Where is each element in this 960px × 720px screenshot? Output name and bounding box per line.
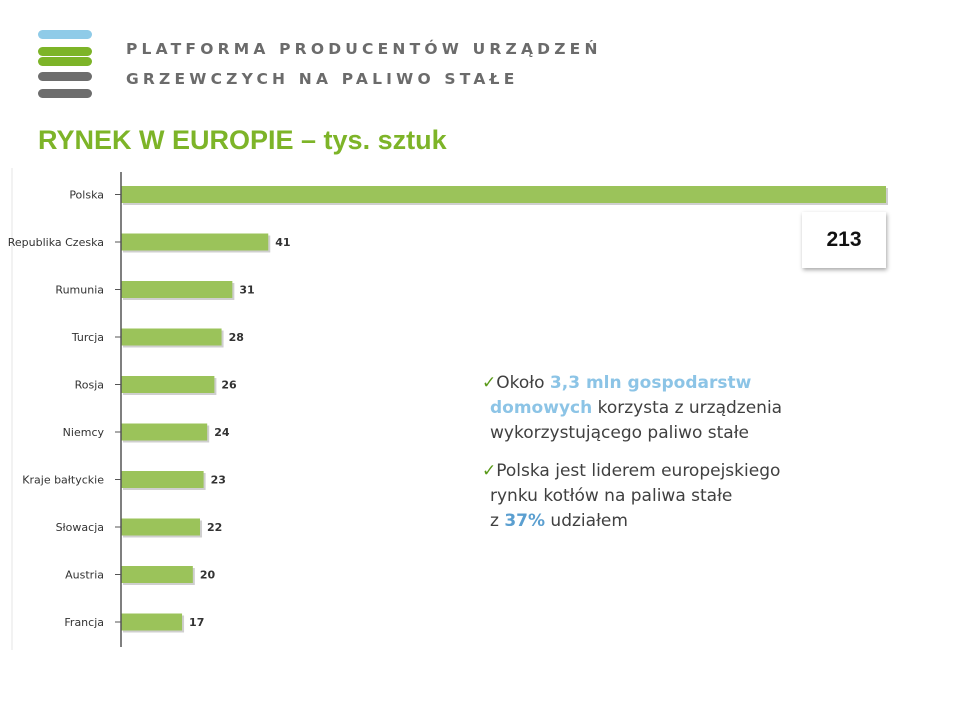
bar bbox=[121, 471, 204, 488]
note-households-highlight-a: 3,3 mln gospodarstw bbox=[549, 373, 752, 393]
note-households-mid: korzysta z urządzenia bbox=[592, 398, 783, 418]
callout-value: 213 bbox=[826, 228, 862, 251]
data-label: 22 bbox=[207, 521, 222, 534]
checkmark-icon: ✓ bbox=[482, 373, 497, 393]
bar bbox=[121, 328, 222, 346]
logo-bar-1 bbox=[38, 30, 92, 39]
category-label: Francja bbox=[64, 616, 104, 629]
category-label: Austria bbox=[65, 569, 104, 582]
note-market-share: ✓Polska jest liderem europejskiego rynku… bbox=[482, 459, 842, 534]
note-households-line-3: wykorzystującego paliwo stałe bbox=[490, 423, 750, 443]
category-label: Polska bbox=[69, 189, 104, 202]
category-label: Niemcy bbox=[63, 426, 105, 439]
note-households-highlight-b: domowych bbox=[490, 398, 593, 418]
bar bbox=[121, 613, 183, 631]
logo-bar-2 bbox=[38, 47, 92, 56]
data-label: 23 bbox=[211, 474, 226, 487]
bar bbox=[121, 518, 201, 536]
category-label: Rumunia bbox=[55, 284, 104, 297]
logo-bar-5 bbox=[38, 89, 92, 98]
category-label: Rosja bbox=[75, 379, 104, 392]
org-name-line-1: PLATFORMA PRODUCENTÓW URZĄDZEŃ bbox=[126, 40, 602, 58]
data-label: 41 bbox=[275, 236, 290, 249]
data-label: 24 bbox=[214, 426, 230, 439]
note-market-line-1: ✓Polska jest liderem europejskiego bbox=[482, 459, 842, 484]
category-label: Republika Czeska bbox=[8, 236, 104, 249]
logo-bar-4 bbox=[38, 72, 92, 81]
category-label: Słowacja bbox=[56, 521, 104, 534]
value-callout: 213 bbox=[802, 212, 886, 268]
bar bbox=[121, 423, 208, 441]
note-households: ✓Około 3,3 mln gospodarstw domowych korz… bbox=[482, 371, 842, 446]
note-market-suffix: udziałem bbox=[545, 511, 628, 531]
note-households-line-1: ✓Około 3,3 mln gospodarstw bbox=[482, 371, 842, 396]
note-market-line-2: rynku kotłów na paliwa stałe bbox=[490, 486, 733, 506]
notes-panel: ✓Około 3,3 mln gospodarstw domowych korz… bbox=[482, 371, 842, 547]
data-label: 31 bbox=[239, 284, 254, 297]
category-label: Kraje bałtyckie bbox=[22, 474, 104, 487]
checkmark-icon: ✓ bbox=[482, 461, 497, 481]
bar bbox=[121, 376, 215, 393]
note-households-prefix: Około bbox=[496, 373, 550, 393]
data-label: 28 bbox=[229, 331, 244, 344]
bar bbox=[121, 566, 193, 583]
org-name-line-2: GRZEWCZYCH NA PALIWO STAŁE bbox=[126, 70, 519, 88]
note-households-line-2: domowych korzysta z urządzenia bbox=[482, 396, 842, 421]
logo-bar-3 bbox=[38, 57, 92, 66]
category-label: Turcja bbox=[71, 331, 104, 344]
page-title: RYNEK W EUROPIE – tys. sztuk bbox=[38, 125, 447, 155]
note-market-highlight: 37% bbox=[504, 511, 546, 531]
data-label: 20 bbox=[200, 569, 216, 582]
note-market-prefix: z bbox=[490, 511, 505, 531]
bar bbox=[121, 233, 269, 251]
bar bbox=[121, 281, 233, 298]
data-label: 17 bbox=[189, 616, 204, 629]
note-market-text-1: Polska jest liderem europejskiego bbox=[496, 461, 781, 481]
data-label: 26 bbox=[221, 379, 237, 392]
note-market-line-3: z 37% udziałem bbox=[482, 509, 842, 534]
bar bbox=[121, 186, 886, 203]
